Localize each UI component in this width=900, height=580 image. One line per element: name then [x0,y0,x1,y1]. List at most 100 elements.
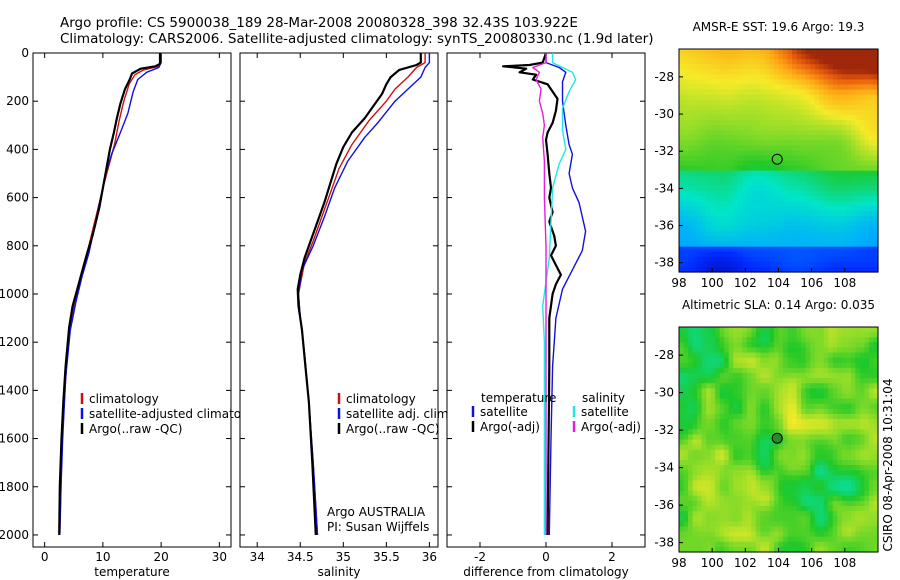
map-cell [742,130,748,136]
map-cell [764,180,771,187]
map-y-tick-label: -28 [654,70,674,84]
map-cell [837,155,843,162]
legend-label: Argo(..raw -QC) [89,422,182,436]
map-cell [823,130,829,136]
map-cell [719,413,725,420]
map-cell [810,114,816,121]
map-cell [801,246,807,253]
map-cell [742,119,748,126]
map-cell [805,130,811,136]
map-cell [751,114,757,121]
map-cell [828,190,834,197]
map-cell [688,424,694,430]
map-cell [742,424,748,430]
map-cell [832,150,838,157]
map-cell [679,109,685,116]
map-cell [706,180,712,187]
map-cell [855,337,861,343]
map-cell [719,388,725,395]
map-cell [715,49,721,55]
map-cell [787,332,793,338]
map-cell [846,383,852,389]
map-y-tick-label: -38 [654,256,674,270]
map-cell [792,94,798,101]
map-cell [737,69,743,75]
map-cell [769,444,775,451]
map-cell [796,419,802,425]
map-cell [737,393,743,400]
map-cell [755,536,762,543]
map-cell [706,150,712,157]
map-cell [728,424,734,430]
map-cell [769,449,775,456]
map-cell [855,226,861,233]
map-cell [868,449,875,456]
map-cell [751,119,757,126]
map-cell [706,266,712,273]
map-cell [868,54,875,60]
map-cell [724,403,730,410]
map-cell [828,470,834,476]
map-cell [679,546,685,553]
map-cell [792,155,798,162]
map-cell [837,511,843,517]
y-tick-label: 2000 [0,528,29,542]
map-cell [837,383,843,389]
map-cell [855,59,861,65]
map-cell [692,362,698,369]
map-cell [769,261,775,268]
map-cell [792,398,798,405]
map-cell [683,332,689,338]
map-cell [783,125,789,131]
map-cell [737,403,743,410]
map-cell [801,94,807,101]
map-cell [728,393,734,400]
map-cell [832,236,838,243]
map-cell [724,526,730,533]
map-cell [846,170,852,177]
map-cell [710,104,716,111]
map-cell [796,74,802,81]
map-cell [751,521,757,528]
map-cell [710,337,716,343]
map-cell [864,352,870,359]
map-cell [850,59,856,65]
map-cell [850,246,856,253]
map-cell [864,347,870,354]
map-cell [868,211,875,217]
map-cell [715,195,721,202]
map-cell [819,175,825,182]
map-cell [760,465,766,471]
map-cell [769,226,775,233]
map-cell [683,236,689,243]
map-cell [692,327,698,333]
map-cell [850,465,856,471]
map-cell [710,226,716,233]
map-cell [715,531,721,538]
map-cell [823,332,829,338]
map-cell [773,403,780,410]
map-cell [683,99,689,106]
map-cell [697,114,703,121]
map-cell [760,99,766,106]
map-cell [805,373,811,379]
map-cell [769,521,775,528]
map-cell [769,470,775,476]
map-cell [819,109,825,116]
legend-label: Argo(..raw -QC) [346,422,439,436]
map-cell [778,109,784,116]
map-cell [832,226,838,233]
map-cell [864,216,870,222]
map-cell [783,261,789,268]
map-cell [823,64,829,70]
map-cell [837,64,843,70]
map-cell [755,408,762,415]
map-cell [751,337,757,343]
map-cell [841,180,847,187]
map-cell [846,454,852,461]
map-cell [823,211,829,217]
map-cell [850,266,856,273]
map-cell [819,170,825,177]
map-cell [773,521,780,528]
map-cell [778,119,784,126]
